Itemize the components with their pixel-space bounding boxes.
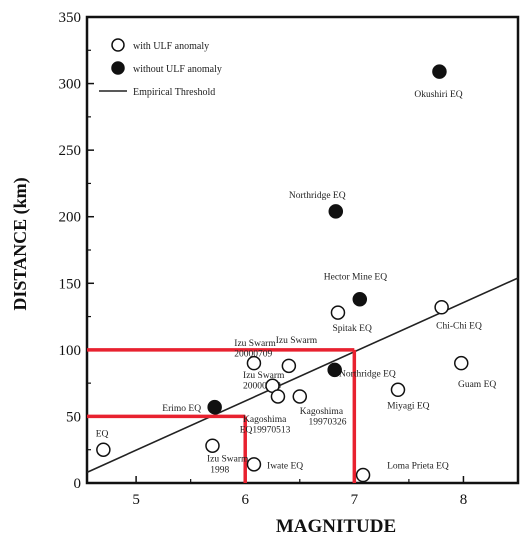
- legend-label: without ULF anomaly: [133, 64, 222, 75]
- point-annotation: Loma Prieta EQ: [387, 461, 449, 471]
- x-axis-title: MAGNITUDE: [276, 516, 396, 536]
- point-without-ulf-anomaly: [433, 65, 446, 78]
- x-tick-label: 8: [460, 492, 468, 508]
- x-tick-label: 5: [132, 492, 140, 508]
- point-annotation: Erimo EQ: [162, 404, 201, 414]
- x-tick-label: 7: [351, 492, 359, 508]
- point-annotation: Miyagi EQ: [387, 401, 430, 411]
- point-annotation: Hector Mine EQ: [324, 272, 387, 282]
- point-annotation: Okushiri EQ: [414, 90, 462, 100]
- point-with-ulf-anomaly: [331, 306, 344, 319]
- y-tick-label: 200: [59, 210, 82, 226]
- point-annotation: Izu Swarm: [243, 371, 285, 381]
- point-with-ulf-anomaly: [455, 357, 468, 370]
- point-annotation: Kagoshima: [300, 407, 344, 417]
- y-axis-title: DISTANCE (km): [10, 177, 31, 310]
- legend-label: with ULF anomaly: [133, 41, 209, 52]
- point-with-ulf-anomaly: [206, 439, 219, 452]
- y-tick-label: 350: [59, 10, 82, 26]
- point-annotation: 19970326: [309, 417, 347, 427]
- point-annotation: Izu Swarm: [276, 336, 318, 346]
- y-tick-label: 0: [74, 476, 82, 492]
- y-tick-label: 150: [59, 276, 82, 292]
- point-with-ulf-anomaly: [247, 357, 260, 370]
- y-tick-label: 250: [59, 143, 82, 159]
- y-tick-label: 100: [59, 343, 82, 359]
- point-annotation: Guam EQ: [458, 380, 496, 390]
- point-without-ulf-anomaly: [328, 363, 341, 376]
- point-with-ulf-anomaly: [391, 383, 404, 396]
- point-without-ulf-anomaly: [353, 293, 366, 306]
- empirical-threshold-line: [87, 278, 518, 472]
- point-with-ulf-anomaly: [293, 390, 306, 403]
- point-annotation: Iwate EQ: [267, 461, 303, 471]
- legend-label: Empirical Threshold: [133, 87, 215, 98]
- point-annotation: Kagoshima: [243, 415, 287, 425]
- point-annotation: EQ: [96, 429, 109, 439]
- legend-marker: [112, 62, 124, 74]
- point-annotation: Izu Swarm: [234, 339, 276, 349]
- point-without-ulf-anomaly: [329, 205, 342, 218]
- point-annotation: Northridge EQ: [339, 369, 396, 379]
- point-annotation: Spitak EQ: [333, 324, 372, 334]
- point-with-ulf-anomaly: [435, 301, 448, 314]
- point-with-ulf-anomaly: [97, 443, 110, 456]
- point-annotation: Northridge EQ: [289, 191, 346, 201]
- point-without-ulf-anomaly: [208, 401, 221, 414]
- point-with-ulf-anomaly: [357, 469, 370, 482]
- point-with-ulf-anomaly: [247, 458, 260, 471]
- point-with-ulf-anomaly: [282, 359, 295, 372]
- point-annotation: EQ19970513: [240, 425, 291, 435]
- y-tick-label: 50: [66, 409, 81, 425]
- y-tick-label: 300: [59, 77, 82, 93]
- legend-marker: [112, 39, 124, 51]
- legend: with ULF anomaly without ULF anomaly Empir…: [99, 39, 222, 98]
- point-annotation: 1998: [210, 465, 229, 475]
- point-with-ulf-anomaly: [271, 390, 284, 403]
- point-annotation: Izu Swarm: [207, 455, 249, 465]
- x-tick-label: 6: [241, 492, 249, 508]
- point-annotation: Chi-Chi EQ: [436, 322, 482, 332]
